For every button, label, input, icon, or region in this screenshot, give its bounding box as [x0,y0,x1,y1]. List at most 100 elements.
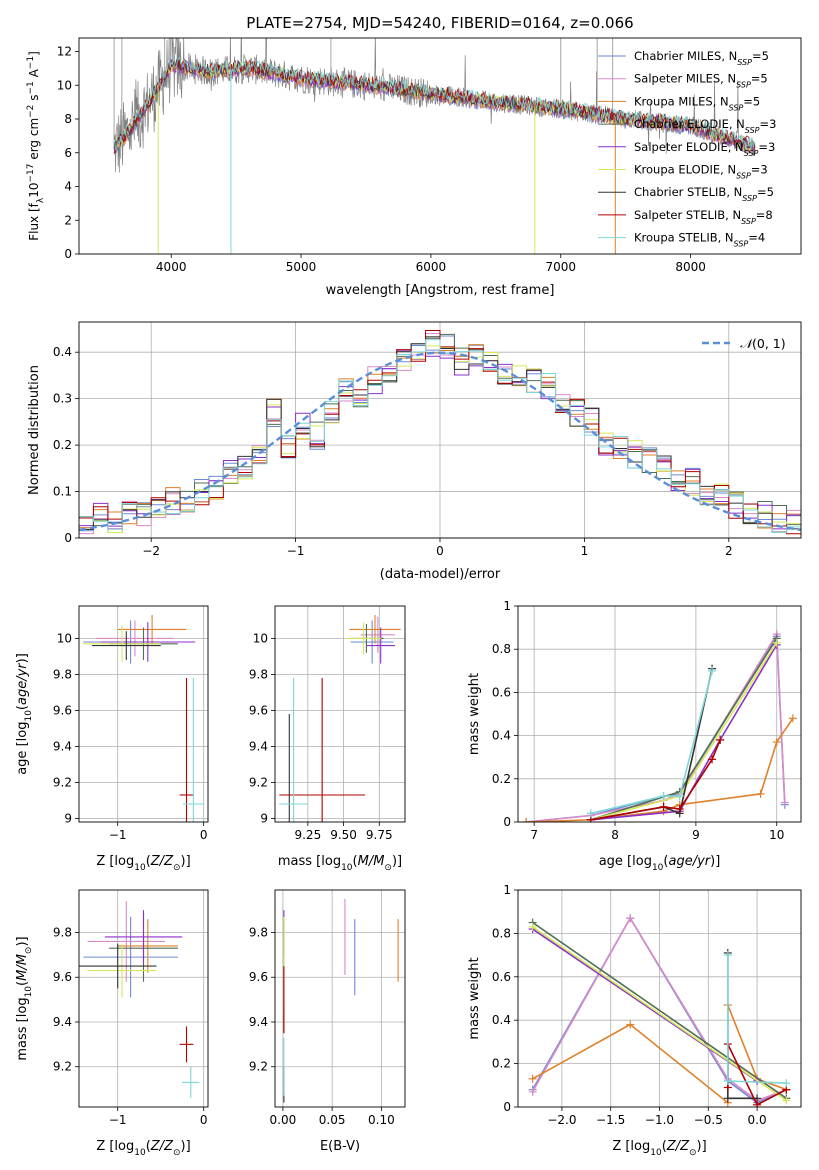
y-tick-label: 0 [64,531,72,545]
x-axis-label: age [log10(age/yr)] [599,854,721,873]
y-tick-label: 9.6 [249,703,268,717]
mass-vs-EBV-plot-area [283,898,399,1103]
x-tick-label: −1 [109,1113,127,1127]
x-tick-label: 8 [611,828,619,842]
y-tick-label: 0.2 [492,772,511,786]
mass-vs-Z-plot-area [79,901,200,1099]
x-tick-label: 2 [725,544,733,558]
histogram-7 [79,329,801,535]
y-tick-label: 0.6 [492,970,511,984]
y-tick-label: 9.8 [249,667,268,681]
y-tick-label: 9.2 [249,1060,268,1074]
y-tick-label: 9.8 [53,926,72,940]
y-tick-label: 0.4 [492,1013,511,1027]
spectrum-legend: Chabrier MILES, NSSP=5 Salpeter MILES, NS… [598,49,776,248]
x-tick-label: −1 [287,544,305,558]
x-tick-label: 10 [769,828,784,842]
weight-series-8 [590,670,713,815]
figure-title: PLATE=2754, MJD=54240, FIBERID=0164, z=0… [246,14,633,32]
x-tick-label: 1 [581,544,589,558]
axes-frame [78,605,209,823]
x-axis-label: Z [log10(Z/Z⊙)] [96,1139,190,1158]
y-tick-label: 9.8 [249,926,268,940]
legend-label: Kroupa STELIB, NSSP=4 [634,231,765,249]
axes-frame [78,37,802,255]
x-tick-label: 0.05 [319,1113,346,1127]
mass-vs-EBV-panel: 0.00 0.05 0.10 9.2 9.4 9.6 9.8 E(B-V) [249,889,406,1154]
y-tick-label: 0.3 [53,392,72,406]
x-tick-label: 9.50 [330,828,357,842]
y-tick-label: 9.2 [53,1060,72,1074]
weight-series-4 [590,644,778,821]
legend-label: Kroupa ELODIE, NSSP=3 [634,163,768,181]
y-axis-label: mass weight [467,673,482,755]
x-tick-label: 7 [530,828,538,842]
x-axis-label: (data-model)/error [380,567,501,582]
spectrum-plot-area [113,38,756,254]
legend-label: Chabrier MILES, NSSP=5 [634,49,769,67]
x-axis-label: E(B-V) [320,1139,360,1154]
legend-label: Salpeter MILES, NSSP=5 [634,72,768,90]
x-axis-label: Z [log10(Z/Z⊙)] [96,854,190,873]
mass-weight-vs-Z-plot-area [528,914,791,1107]
y-tick-label: 9.6 [53,970,72,984]
axes-frame [78,321,802,539]
y-tick-label: 9.4 [249,1015,268,1029]
x-tick-label: 4000 [156,260,187,274]
spectrum-panel: 4000 5000 6000 7000 8000 0 2 4 6 8 10 12 wavelength … [26,37,802,298]
y-axis-label: age [log10(age/yr)] [15,653,34,775]
age-vs-mass-panel: 9.25 9.50 9.75 9 9.2 9.4 9.6 9.8 10 mass [log10(M… [249,605,406,873]
y-tick-label: 9.4 [53,739,72,753]
x-tick-label: 5000 [286,260,317,274]
y-axis-label: Flux [fλ10−17 erg cm−2 s−1 A−1] [26,51,46,241]
y-tick-label: 0.6 [492,685,511,699]
x-axis-label: mass [log10(M/M⊙)] [278,854,402,873]
weight-series-3 [532,921,787,1099]
x-tick-label: 0 [436,544,444,558]
axes-frame [274,605,406,823]
y-axis-label: Normed distribution [27,365,42,495]
y-tick-label: 0 [503,1100,511,1114]
y-tick-label: 8 [64,112,72,126]
x-tick-label: 6000 [416,260,447,274]
y-tick-label: 9.4 [53,1015,72,1029]
y-tick-label: 0 [64,247,72,261]
legend-label: Kroupa MILES, NSSP=5 [634,94,760,112]
y-tick-label: 9.4 [249,739,268,753]
age-vs-Z-plot-area [83,615,204,822]
legend-label: 𝒩(0, 1) [740,336,786,351]
x-tick-label: −2.0 [547,1113,576,1127]
x-tick-label: 0 [200,1113,208,1127]
legend-label: Chabrier STELIB, NSSP=5 [634,185,774,203]
y-tick-label: 9.2 [53,775,72,789]
y-tick-label: 9.8 [53,667,72,681]
x-tick-label: −1.5 [596,1113,625,1127]
y-tick-label: 9 [260,811,268,825]
axes-frame [517,889,802,1108]
y-tick-label: 4 [64,180,72,194]
mass-weight-vs-age-panel: 7 8 9 10 0 0.2 0.4 0.6 0.8 1 age [log10(age/yr)] ma… [467,599,802,873]
legend-label: Salpeter ELODIE, NSSP=3 [634,140,775,158]
y-tick-label: 12 [57,45,72,59]
x-tick-label: 8000 [675,260,706,274]
mass-weight-vs-Z-panel: −2.0 −1.5 −1.0 −0.5 0.0 0 0.2 0.4 0.6 0.8 1 Z [log1… [467,883,802,1158]
weight-series-1 [526,631,786,822]
y-tick-label: 6 [64,146,72,160]
y-tick-label: 9.2 [249,775,268,789]
y-tick-label: 9.6 [249,970,268,984]
gaussian-curve [79,351,801,532]
y-tick-label: 9 [64,811,72,825]
x-tick-label: 0.10 [368,1113,395,1127]
y-tick-label: 0 [503,815,511,829]
histogram-8 [79,339,801,534]
y-tick-label: 10 [57,78,72,92]
legend-label: Salpeter STELIB, NSSP=8 [634,208,773,226]
mass-weight-vs-age-plot-area [522,630,797,822]
y-tick-label: 0.4 [492,729,511,743]
y-tick-label: 1 [503,883,511,897]
x-tick-label: 0.00 [270,1113,297,1127]
y-axis-label: mass [log10(M/M⊙)] [15,936,34,1060]
y-tick-label: 0.2 [492,1057,511,1071]
x-axis-label: wavelength [Angstrom, rest frame] [326,283,555,298]
